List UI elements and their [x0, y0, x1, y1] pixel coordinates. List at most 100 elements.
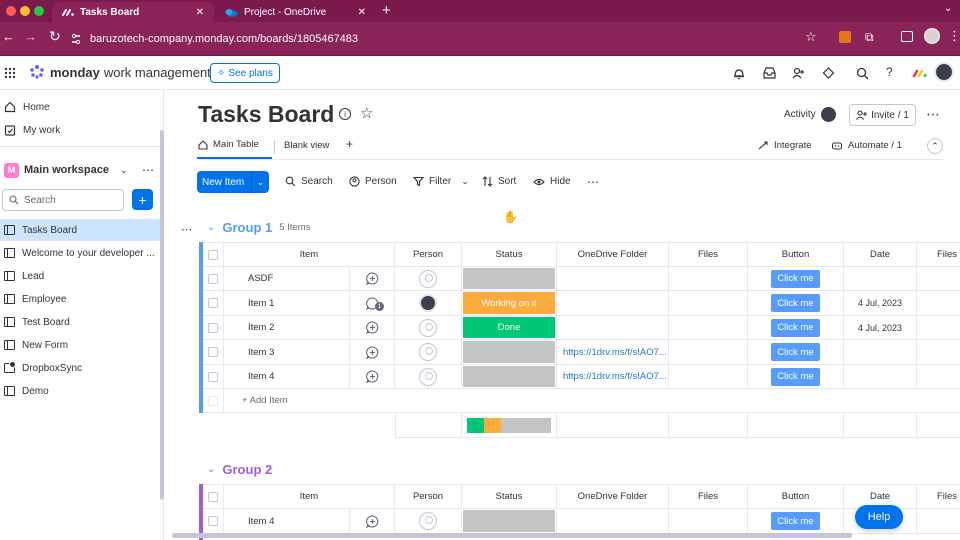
sidebar-search-input[interactable]: Search: [2, 189, 124, 211]
column-header-status[interactable]: Status: [462, 484, 557, 509]
row-checkbox[interactable]: [208, 347, 218, 357]
toolbar-person-button[interactable]: Person: [349, 176, 397, 187]
status-summary-bar[interactable]: [467, 417, 551, 433]
toolbar-hide-button[interactable]: Hide: [533, 176, 571, 187]
click-me-button[interactable]: Click me: [771, 269, 820, 288]
add-update-icon[interactable]: [365, 345, 379, 359]
group-more-icon[interactable]: ⋯: [181, 224, 192, 236]
help-button[interactable]: Help: [855, 505, 903, 529]
board-info-icon[interactable]: i: [339, 108, 351, 120]
browser-menu-icon[interactable]: ⋮: [948, 28, 960, 43]
close-tab-icon[interactable]: ✕: [195, 6, 204, 18]
new-tab-icon[interactable]: +: [382, 2, 391, 19]
row-select-cell[interactable]: [203, 365, 224, 389]
date-cell[interactable]: [844, 365, 917, 389]
inbox-icon[interactable]: [763, 67, 776, 79]
search-icon[interactable]: [856, 67, 869, 80]
chevron-down-icon[interactable]: ⌄: [207, 464, 216, 475]
item-name-cell[interactable]: Item 2: [224, 316, 350, 340]
date-cell[interactable]: [844, 509, 917, 534]
row-checkbox[interactable]: [208, 322, 218, 333]
apps-marketplace-icon[interactable]: [822, 67, 835, 79]
add-update-cell[interactable]: [350, 267, 395, 291]
column-header-button[interactable]: Button: [748, 484, 844, 509]
profile-avatar-icon[interactable]: [924, 28, 940, 44]
app-switcher-grid-icon[interactable]: [4, 67, 16, 79]
bookmark-star-icon[interactable]: ☆: [805, 29, 817, 44]
user-avatar[interactable]: [934, 62, 954, 82]
select-all-cell[interactable]: [203, 484, 224, 509]
files-cell[interactable]: [917, 365, 960, 389]
status-cell[interactable]: [462, 267, 557, 291]
person-cell[interactable]: [395, 509, 462, 534]
column-header-files-2[interactable]: Files: [917, 242, 960, 267]
tab-list-chevron-icon[interactable]: ⌄: [944, 3, 953, 14]
status-cell[interactable]: Working on it: [462, 291, 557, 316]
column-header-date[interactable]: Date: [844, 242, 917, 267]
extensions-puzzle-icon[interactable]: ⧉: [865, 30, 874, 44]
toolbar-sort-button[interactable]: Sort: [482, 176, 516, 187]
click-me-button[interactable]: Click me: [771, 343, 820, 361]
row-checkbox[interactable]: [208, 371, 218, 382]
window-minimize-dot[interactable]: [20, 6, 30, 16]
add-view-icon[interactable]: +: [346, 137, 354, 151]
monday-products-icon[interactable]: [912, 69, 928, 78]
sidebar-item-my-work[interactable]: My work: [0, 119, 160, 141]
chevron-down-icon[interactable]: ⌄: [207, 222, 216, 233]
person-cell[interactable]: [395, 291, 462, 316]
see-plans-button[interactable]: ✧ See plans: [210, 63, 280, 83]
metamask-extension-icon[interactable]: [839, 31, 851, 43]
row-checkbox[interactable]: [208, 516, 218, 526]
toolbar-filter-button[interactable]: Filter ⌄: [413, 176, 469, 187]
row-select-cell[interactable]: [203, 291, 224, 316]
add-update-cell[interactable]: [350, 316, 395, 340]
status-summary-segment[interactable]: [483, 417, 501, 433]
integrate-button[interactable]: Integrate: [757, 140, 812, 151]
workspace-more-icon[interactable]: ⋯: [142, 163, 154, 177]
back-arrow-icon[interactable]: ←: [2, 29, 15, 44]
chevron-down-icon[interactable]: ⌄: [256, 176, 265, 187]
window-close-dot[interactable]: [6, 6, 16, 16]
sidebar-board-item[interactable]: DropboxSync: [0, 357, 160, 379]
onedrive-folder-link[interactable]: https://1drv.ms/f/s!AO7...: [557, 365, 669, 389]
column-header-button[interactable]: Button: [748, 242, 844, 267]
sidebar-board-item[interactable]: Tasks Board: [0, 219, 160, 241]
sidebar-board-item[interactable]: Test Board: [0, 311, 160, 333]
click-me-button[interactable]: Click me: [771, 367, 820, 386]
files-cell[interactable]: [917, 316, 960, 340]
sidebar-scrollbar[interactable]: [160, 130, 164, 500]
address-bar[interactable]: baruzotech-company.monday.com/boards/180…: [70, 28, 830, 50]
toolbar-more-icon[interactable]: ⋯: [587, 175, 599, 189]
board-title[interactable]: Tasks Board: [198, 101, 335, 127]
add-update-cell[interactable]: [350, 340, 395, 365]
sidebar-board-item[interactable]: Welcome to your developer ...: [0, 242, 160, 264]
monday-logo[interactable]: monday work management: [28, 64, 211, 80]
sidebar-board-item[interactable]: Demo: [0, 380, 160, 402]
files-cell[interactable]: [669, 340, 748, 365]
help-question-icon[interactable]: ?: [886, 65, 893, 79]
column-header-onedrive-folder[interactable]: OneDrive Folder: [557, 484, 669, 509]
date-cell[interactable]: 4 Jul, 2023: [844, 316, 917, 340]
sidebar-board-item[interactable]: New Form: [0, 334, 160, 356]
activity-button[interactable]: Activity: [784, 107, 836, 122]
column-header-person[interactable]: Person: [395, 242, 462, 267]
add-board-button[interactable]: +: [132, 189, 153, 210]
status-summary-cell[interactable]: [462, 413, 557, 438]
workspace-selector[interactable]: M Main workspace ⌄ ⋯: [4, 161, 154, 179]
date-cell[interactable]: [844, 267, 917, 291]
browser-tab-onedrive[interactable]: Project - OneDrive ✕: [214, 2, 376, 22]
board-more-icon[interactable]: ⋯: [926, 106, 940, 122]
date-cell[interactable]: 4 Jul, 2023: [844, 291, 917, 316]
select-all-checkbox[interactable]: [208, 491, 218, 502]
reload-icon[interactable]: ↻: [49, 28, 61, 44]
sidebar-item-home[interactable]: Home: [0, 96, 160, 118]
add-update-icon[interactable]: [365, 514, 379, 528]
files-cell[interactable]: [669, 365, 748, 389]
onedrive-folder-cell[interactable]: [557, 316, 669, 340]
status-cell[interactable]: [462, 340, 557, 365]
item-name-cell[interactable]: Item 4: [224, 365, 350, 389]
person-cell[interactable]: [395, 340, 462, 365]
row-select-cell[interactable]: [203, 267, 224, 291]
select-all-cell[interactable]: [203, 242, 224, 267]
status-summary-segment[interactable]: [467, 417, 484, 433]
